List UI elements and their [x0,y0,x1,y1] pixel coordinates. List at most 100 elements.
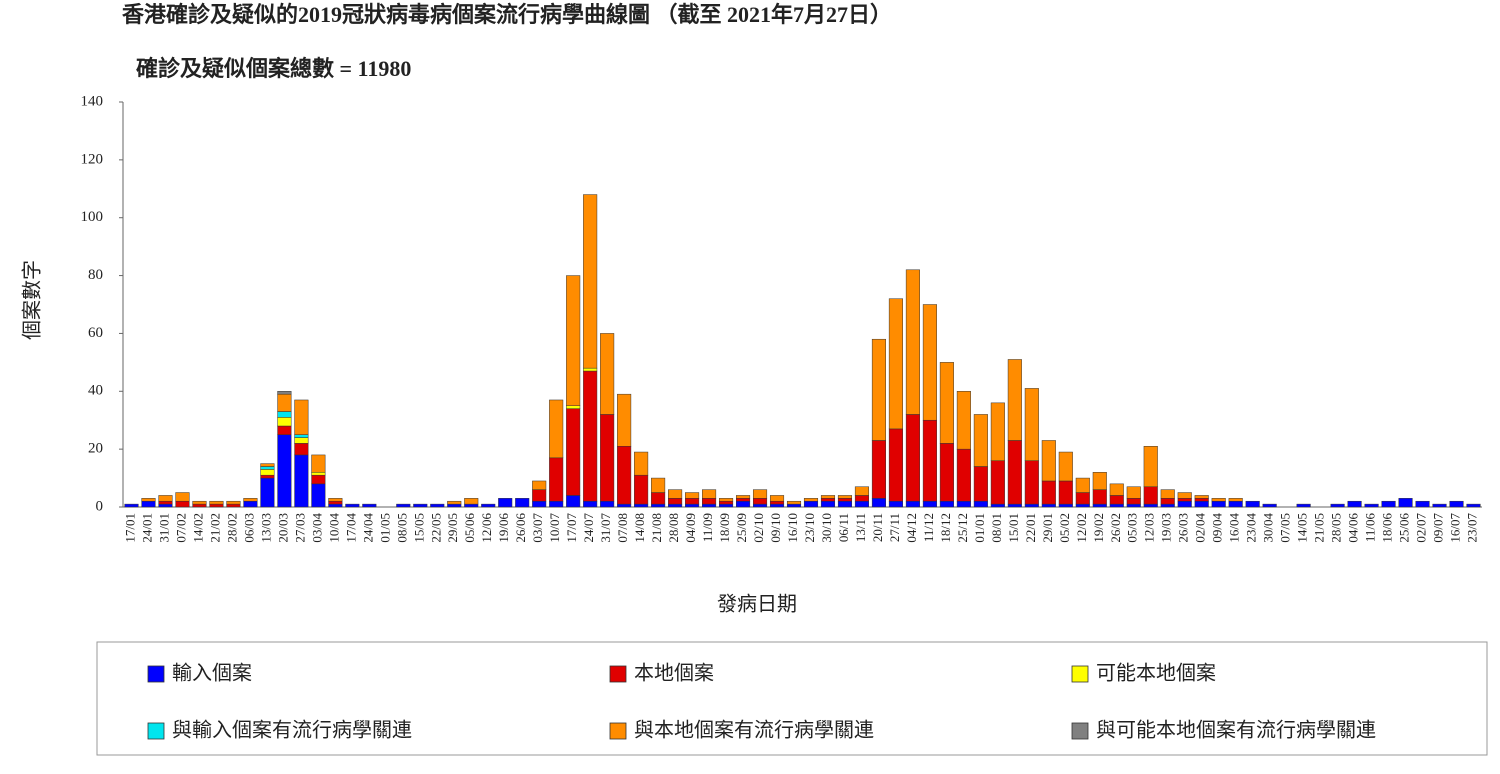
x-tick-label: 14/08 [632,513,647,543]
x-tick-label: 25/09 [734,513,749,543]
x-tick-label: 16/07 [1448,513,1463,543]
bar-segment [260,469,275,476]
bar-segment [939,500,954,508]
x-tick-label: 26/02 [1108,513,1123,543]
bar-segment [752,498,768,505]
bar-segment [1415,500,1430,508]
bar-segment [277,417,292,427]
chart-title: 香港確診及疑似的2019冠狀病毒病個案流行病學曲線圖 （截至 2021年7月27… [122,2,892,27]
bar-segment [277,393,292,412]
bar-segment [702,503,717,508]
x-tick-label: 02/10 [751,513,766,543]
x-tick-label: 01/01 [972,513,987,543]
bar-segment [260,474,275,479]
bar-segment [294,399,309,435]
bar-segment [600,333,615,415]
legend-label: 與可能本地個案有流行病學關連 [1096,719,1376,742]
bar-segment [328,500,343,505]
bar-segment [803,498,819,502]
x-tick-label: 22/01 [1023,513,1038,543]
bar-segment [175,500,190,508]
bar-segment [617,446,632,505]
bar-segment [566,275,581,407]
x-tick-label: 15/01 [1006,513,1021,543]
x-tick-label: 24/07 [581,513,596,543]
x-tick-label: 22/05 [428,513,443,543]
x-tick-label: 21/05 [1312,513,1327,543]
x-tick-label: 10/07 [547,513,562,543]
x-tick-label: 07/05 [1278,513,1293,543]
x-tick-label: 29/01 [1040,513,1055,543]
bar-segment [1330,503,1345,508]
bar-segment [735,498,751,502]
bar-segment [1228,498,1243,502]
bar-segment [702,489,717,499]
x-tick-label: 14/02 [190,513,205,543]
x-tick-label: 08/01 [989,513,1004,543]
bar-segment [260,466,275,470]
bar-segment [1109,503,1124,508]
x-tick-label: 10/04 [326,513,341,543]
bar-segment [583,500,598,508]
bar-segment [752,489,768,499]
y-axis-label: 個案數字 [21,260,44,340]
bar-segment [1024,460,1039,505]
bar-segment [549,399,564,459]
bar-segment [311,474,326,485]
legend-label: 輸入個案 [172,662,252,685]
bar-segment [600,414,615,502]
bar-segment [1398,498,1413,508]
x-tick-label: 30/10 [819,513,834,543]
bar-segment [277,411,292,418]
bar-segment [1024,503,1039,508]
bar-segment [1041,440,1056,482]
bar-segment [888,298,903,430]
bar-segment [719,503,734,508]
bar-segment [837,500,853,508]
bar-segment [396,503,411,508]
bar-segment [871,440,886,499]
bar-segment [685,492,700,499]
bar-segment [260,463,275,467]
x-tick-label: 18/12 [938,513,953,543]
bar-segment [532,500,547,508]
bar-segment [1058,480,1073,505]
bar-segment [600,500,615,508]
bar-segment [1177,498,1192,502]
bar-segment [1296,503,1311,508]
bar-segment [1126,486,1141,499]
bar-segment [481,503,496,508]
x-tick-label: 25/06 [1397,513,1412,543]
bar-segment [498,498,513,508]
x-tick-label: 05/06 [462,513,477,543]
x-tick-label: 27/03 [292,513,307,543]
x-tick-label: 18/09 [717,513,732,543]
bar-segment [141,498,156,502]
bar-segment [769,500,785,505]
bar-segment [837,498,853,502]
bar-segment [769,503,785,508]
bar-segment [820,498,836,502]
x-tick-label: 17/04 [343,513,358,543]
x-tick-label: 09/07 [1431,513,1446,543]
bar-segment [1041,503,1056,508]
x-tick-label: 16/10 [785,513,800,543]
bar-segment [1160,503,1175,508]
x-tick-label: 23/04 [1244,513,1259,543]
bar-segment [447,503,462,508]
x-tick-label: 28/08 [666,513,681,543]
bar-segment [1228,500,1243,508]
x-tick-label: 08/05 [394,513,409,543]
bar-segment [685,503,700,508]
bar-segment [854,500,870,508]
bar-segment [1092,472,1107,490]
bar-segment [1245,500,1260,508]
x-tick-label: 18/06 [1380,513,1395,543]
bar-segment [1058,503,1073,508]
legend-label: 與本地個案有流行病學關連 [634,719,874,742]
x-tick-label: 23/10 [802,513,817,543]
bar-segment [532,480,547,490]
bar-segment [141,500,156,508]
bar-segment [1075,477,1090,493]
bar-segment [1007,440,1022,505]
